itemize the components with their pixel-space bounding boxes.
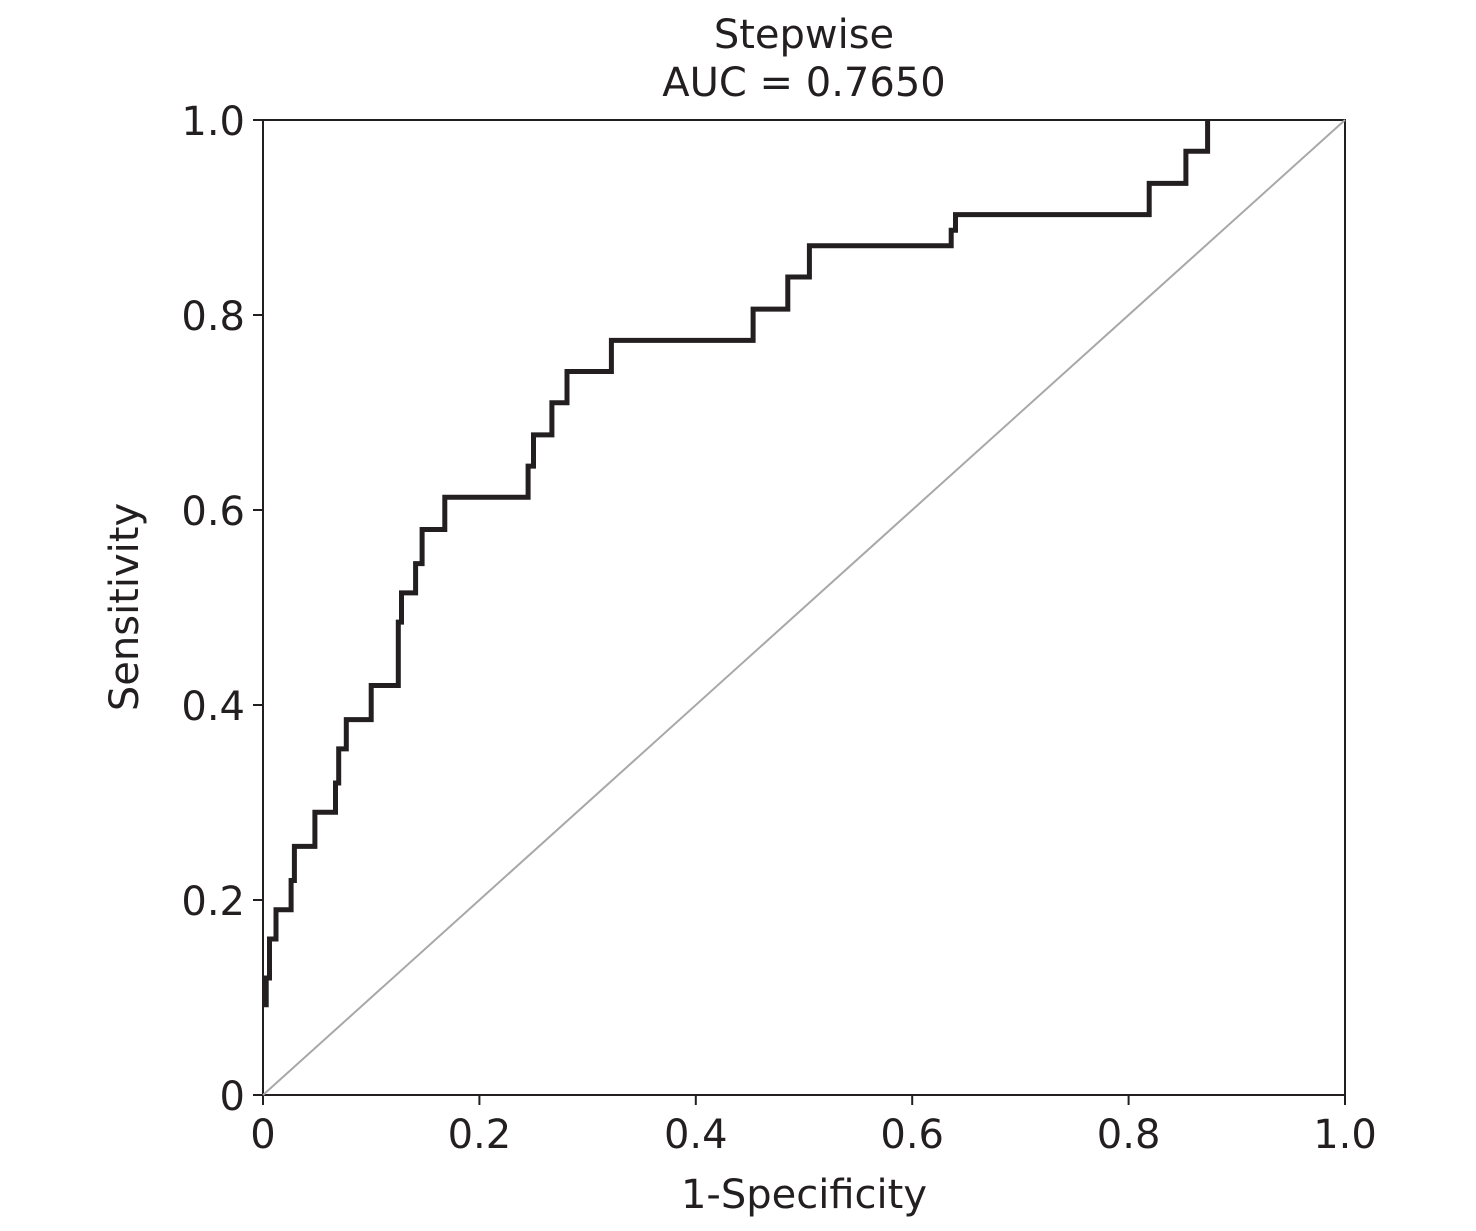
y-tick-label: 0.4 (181, 684, 245, 730)
y-tick-label: 1.0 (181, 99, 245, 145)
chart-title: Stepwise (714, 12, 894, 58)
chart-subtitle: AUC = 0.7650 (662, 60, 945, 106)
x-tick-label: 1.0 (1313, 1112, 1377, 1158)
y-tick-label: 0.2 (181, 879, 245, 925)
reference-diagonal-line (262, 119, 1346, 1096)
plot-frame (262, 119, 1346, 1096)
x-tick-label: 0.6 (880, 1112, 944, 1158)
x-axis-ticks: 0 0.2 0.4 0.6 0.8 1.0 (250, 1095, 1377, 1158)
y-tick-label: 0 (220, 1074, 245, 1120)
x-tick-label: 0 (250, 1112, 275, 1158)
x-tick-label: 0.8 (1097, 1112, 1161, 1158)
x-tick-label: 0.4 (664, 1112, 728, 1158)
y-axis-ticks: 0 0.2 0.4 0.6 0.8 1.0 (181, 99, 263, 1120)
x-tick-label: 0.2 (448, 1112, 512, 1158)
y-tick-label: 0.6 (181, 489, 245, 535)
x-axis-label: 1-Specificity (681, 1172, 927, 1218)
y-tick-label: 0.8 (181, 294, 245, 340)
roc-curve (263, 120, 1211, 1008)
y-axis-label: Sensitivity (102, 503, 148, 711)
